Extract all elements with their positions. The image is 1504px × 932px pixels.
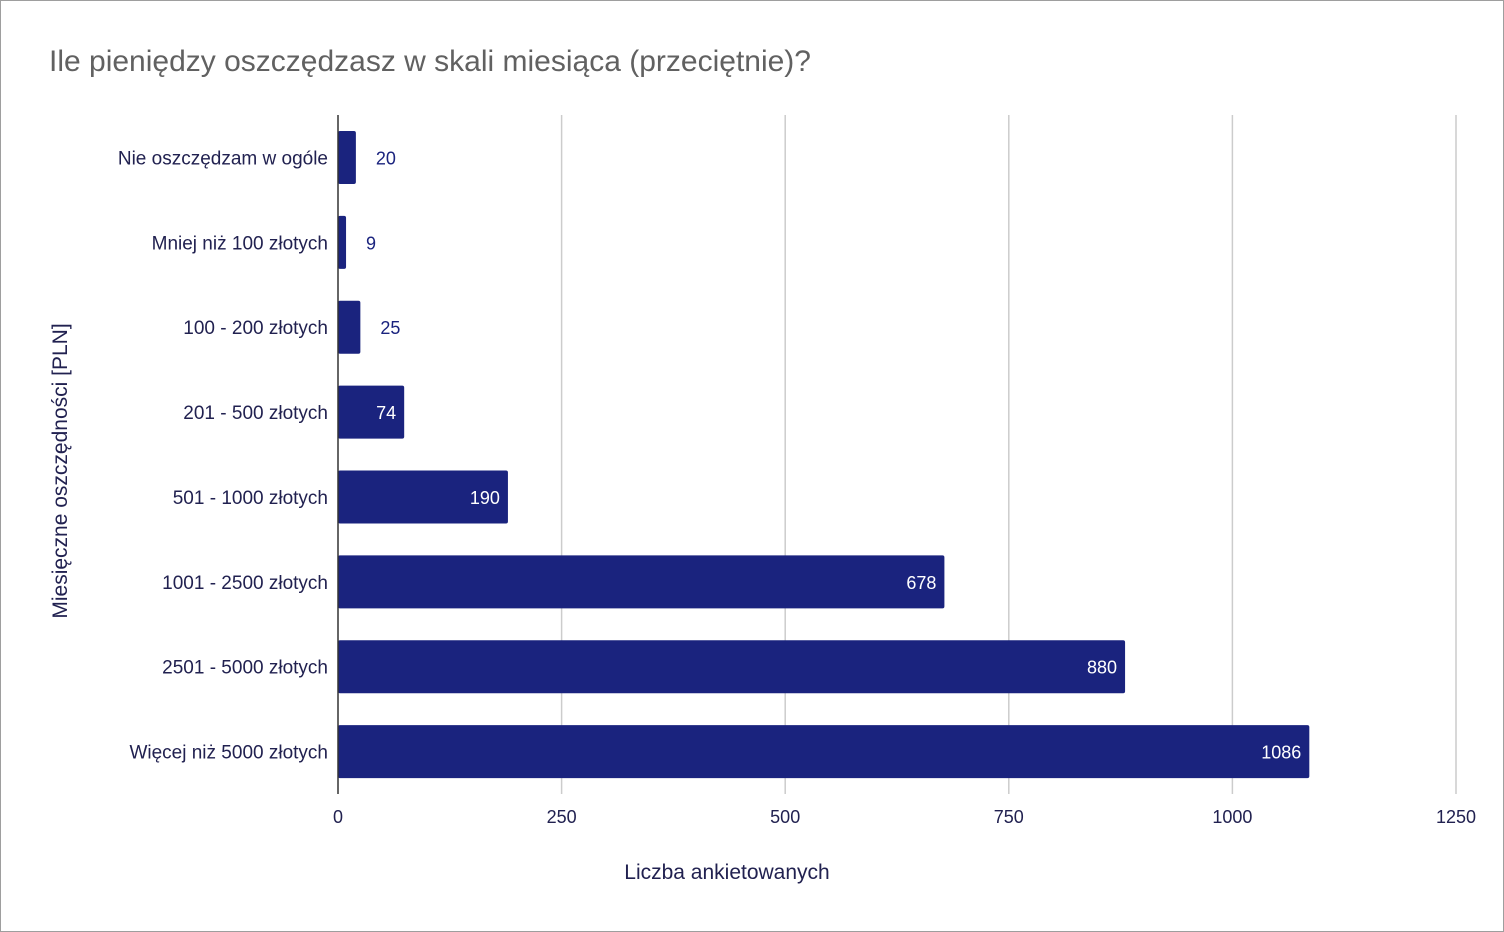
category-label: 100 - 200 złotych [183,318,328,339]
data-label: 678 [906,573,936,593]
data-label: 9 [366,233,376,253]
bar [338,555,945,609]
bar [338,640,1126,694]
x-tick-label: 1000 [1212,807,1252,827]
chart-title: Ile pieniędzy oszczędzasz w skali miesią… [49,45,811,78]
bars [338,130,1310,779]
y-axis-title: Miesięczne oszczędności [PLN] [49,323,72,618]
bar [338,470,508,524]
data-label: 1086 [1261,743,1301,763]
bar [338,215,347,269]
x-tick-label: 500 [770,807,800,827]
category-label: 1001 - 2500 złotych [162,573,328,594]
data-label: 74 [376,403,396,423]
bar [338,130,356,184]
bar [338,300,361,354]
bar [338,385,405,439]
x-tick-label: 250 [547,807,577,827]
x-tick-label: 1250 [1436,807,1476,827]
category-label: Nie oszczędzam w ogóle [118,148,328,169]
bar [338,725,1310,779]
x-tick-label: 0 [333,807,343,827]
category-label: 501 - 1000 złotych [173,488,328,509]
data-label: 880 [1087,658,1117,678]
category-label: Mniej niż 100 złotych [152,233,328,254]
labels: 0 250 500 750 1000 1250 Nie oszczędzam w ogóle… [118,148,1476,827]
data-label: 190 [470,488,500,508]
data-label: 20 [376,148,396,168]
x-tick-label: 750 [994,807,1024,827]
category-label: 201 - 500 złotych [183,403,328,424]
x-axis-title: Liczba ankietowanych [624,861,829,884]
category-label: Więcej niż 5000 złotych [129,743,328,764]
data-label: 25 [380,318,400,338]
category-label: 2501 - 5000 złotych [162,658,328,679]
